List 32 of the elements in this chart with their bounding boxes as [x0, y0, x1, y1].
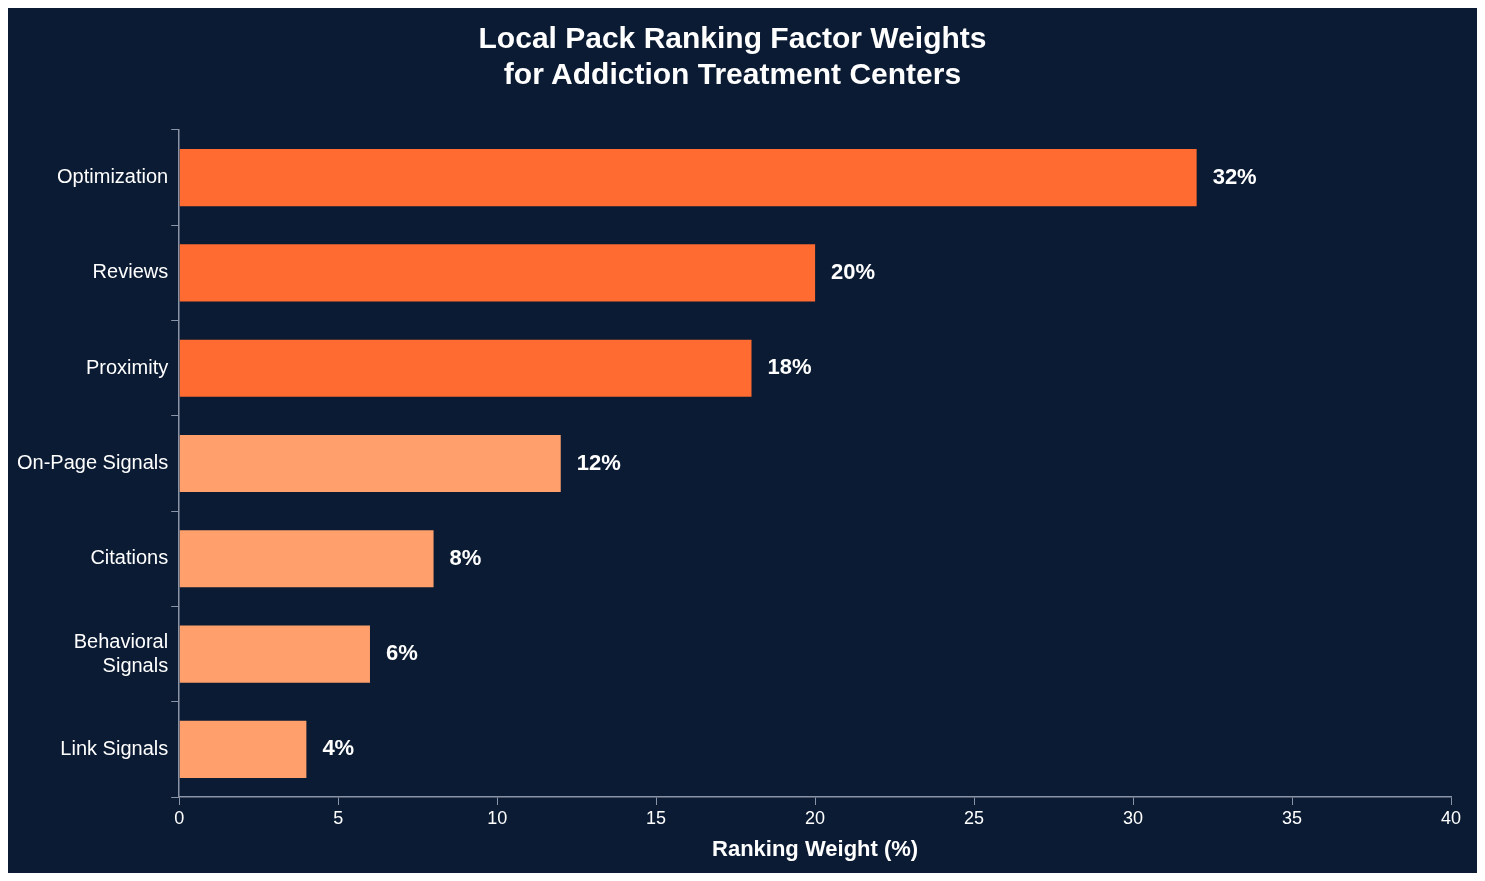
x-axis-title: Ranking Weight (%)	[712, 835, 919, 861]
y-tick-label: Optimization	[57, 165, 169, 188]
x-tick-label: 10	[487, 807, 508, 828]
y-tick-label: On-Page Signals	[17, 451, 169, 474]
data-label: 18%	[767, 354, 812, 380]
x-tick-label: 0	[174, 807, 185, 828]
bar	[179, 530, 434, 588]
bar	[179, 720, 307, 778]
y-tick-label: Link Signals	[60, 736, 169, 759]
x-tick-label: 40	[1440, 807, 1462, 828]
x-tick-label: 35	[1282, 807, 1303, 828]
x-tick-label: 25	[964, 807, 985, 828]
y-tick-label: Reviews	[92, 260, 169, 283]
data-label: 20%	[831, 258, 876, 284]
x-tick-label: 20	[805, 807, 826, 828]
bar	[179, 244, 816, 302]
data-label: 4%	[322, 735, 355, 761]
data-label: 32%	[1212, 163, 1257, 189]
x-tick-label: 30	[1123, 807, 1144, 828]
chart-title: Local Pack Ranking Factor Weights for Addiction Treatment Centers	[478, 21, 987, 91]
bar	[179, 434, 561, 493]
data-label: 8%	[449, 544, 482, 570]
y-tick-label: Citations	[90, 546, 169, 569]
bar	[179, 339, 752, 397]
bar	[179, 149, 1197, 207]
data-label: 12%	[576, 449, 621, 475]
x-tick-label: 5	[333, 807, 344, 828]
data-label: 6%	[385, 640, 418, 666]
bar	[179, 625, 370, 683]
y-tick-label: Behavioral Signals	[73, 629, 169, 676]
y-tick-label: Proximity	[85, 355, 169, 378]
x-tick-label: 15	[646, 807, 667, 828]
